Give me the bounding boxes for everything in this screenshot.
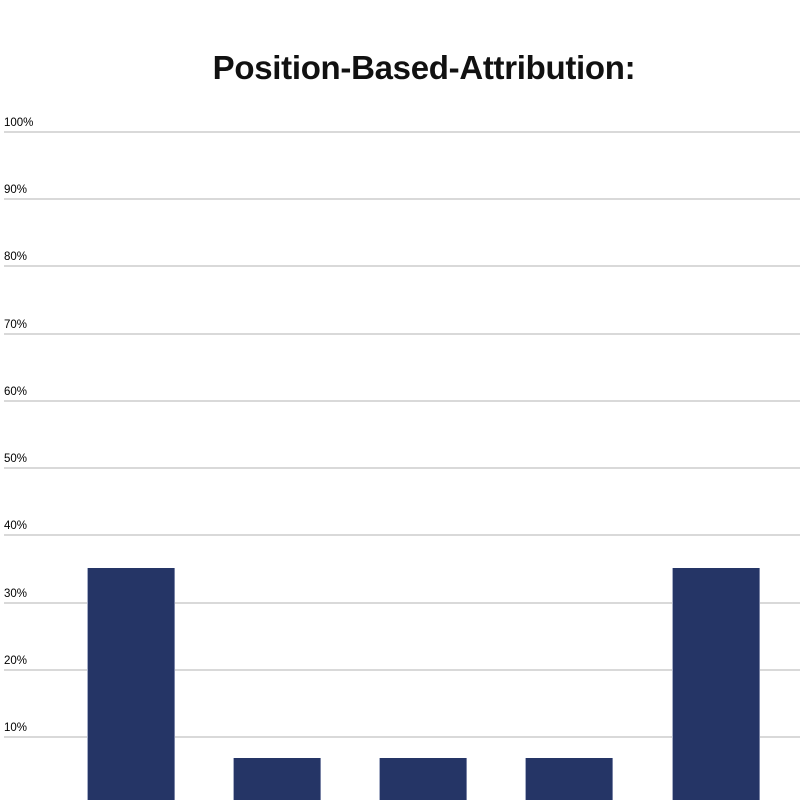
gridline-60	[4, 400, 800, 402]
gridline-20	[4, 669, 800, 671]
y-tick-label-70: 70%	[4, 319, 28, 331]
y-tick-label-60: 60%	[4, 386, 28, 398]
gridline-50	[4, 467, 800, 469]
y-tick-label-20: 20%	[4, 655, 28, 667]
bar-4	[525, 758, 613, 800]
y-tick-label-30: 30%	[4, 588, 28, 600]
gridline-100	[4, 131, 800, 133]
y-tick-label-50: 50%	[4, 453, 28, 465]
gridline-40	[4, 534, 800, 536]
gridline-70	[4, 333, 800, 335]
y-tick-label-100: 100%	[4, 117, 34, 129]
bar-1	[87, 568, 175, 800]
bar-5	[672, 568, 760, 800]
gridline-30	[4, 602, 800, 604]
bar-2	[233, 758, 321, 800]
y-tick-label-10: 10%	[4, 722, 28, 734]
y-tick-label-40: 40%	[4, 520, 28, 532]
gridline-80	[4, 265, 800, 267]
y-tick-label-80: 80%	[4, 251, 28, 263]
gridline-90	[4, 198, 800, 200]
bar-3	[379, 758, 467, 800]
chart-title: Position-Based-Attribution:	[212, 49, 636, 86]
y-tick-label-90: 90%	[4, 184, 28, 196]
gridline-10	[4, 736, 800, 738]
